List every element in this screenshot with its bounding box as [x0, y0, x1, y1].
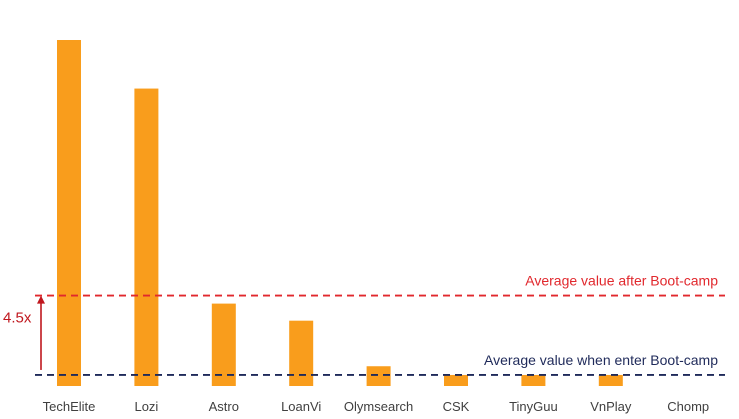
x-tick-label-chomp: Chomp — [667, 399, 709, 414]
x-tick-label-techelite: TechElite — [43, 399, 96, 414]
multiplier-label: 4.5x — [3, 309, 32, 326]
x-tick-label-tinyguu: TinyGuu — [509, 399, 558, 414]
x-tick-label-loanvi: LoanVi — [281, 399, 321, 414]
bar-astro — [211, 303, 236, 386]
x-tick-label-vnplay: VnPlay — [590, 399, 632, 414]
bar-vnplay — [598, 374, 623, 386]
x-tick-label-csk: CSK — [443, 399, 470, 414]
x-axis-tick-labels: TechElite Lozi Astro LoanVi Olymsearch CSK Tin… — [43, 399, 710, 414]
x-tick-label-olymsearch: Olymsearch — [344, 399, 413, 414]
reference-label-enter: Average value when enter Boot-camp — [484, 352, 718, 368]
x-tick-label-astro: Astro — [209, 399, 239, 414]
bar-techelite — [57, 40, 81, 386]
multiplier-annotation: 4.5x — [3, 295, 45, 370]
bar-lozi — [134, 88, 159, 387]
bars — [57, 40, 623, 387]
reference-lines: Average value after Boot-camp Average val… — [35, 273, 725, 376]
bar-csk — [444, 374, 468, 386]
x-tick-label-lozi: Lozi — [134, 399, 158, 414]
reference-label-after: Average value after Boot-camp — [525, 273, 718, 289]
bar-loanvi — [289, 320, 314, 386]
bar-olymsearch — [366, 366, 391, 386]
arrow-up-icon — [37, 295, 45, 304]
bar-tinyguu — [521, 374, 546, 386]
